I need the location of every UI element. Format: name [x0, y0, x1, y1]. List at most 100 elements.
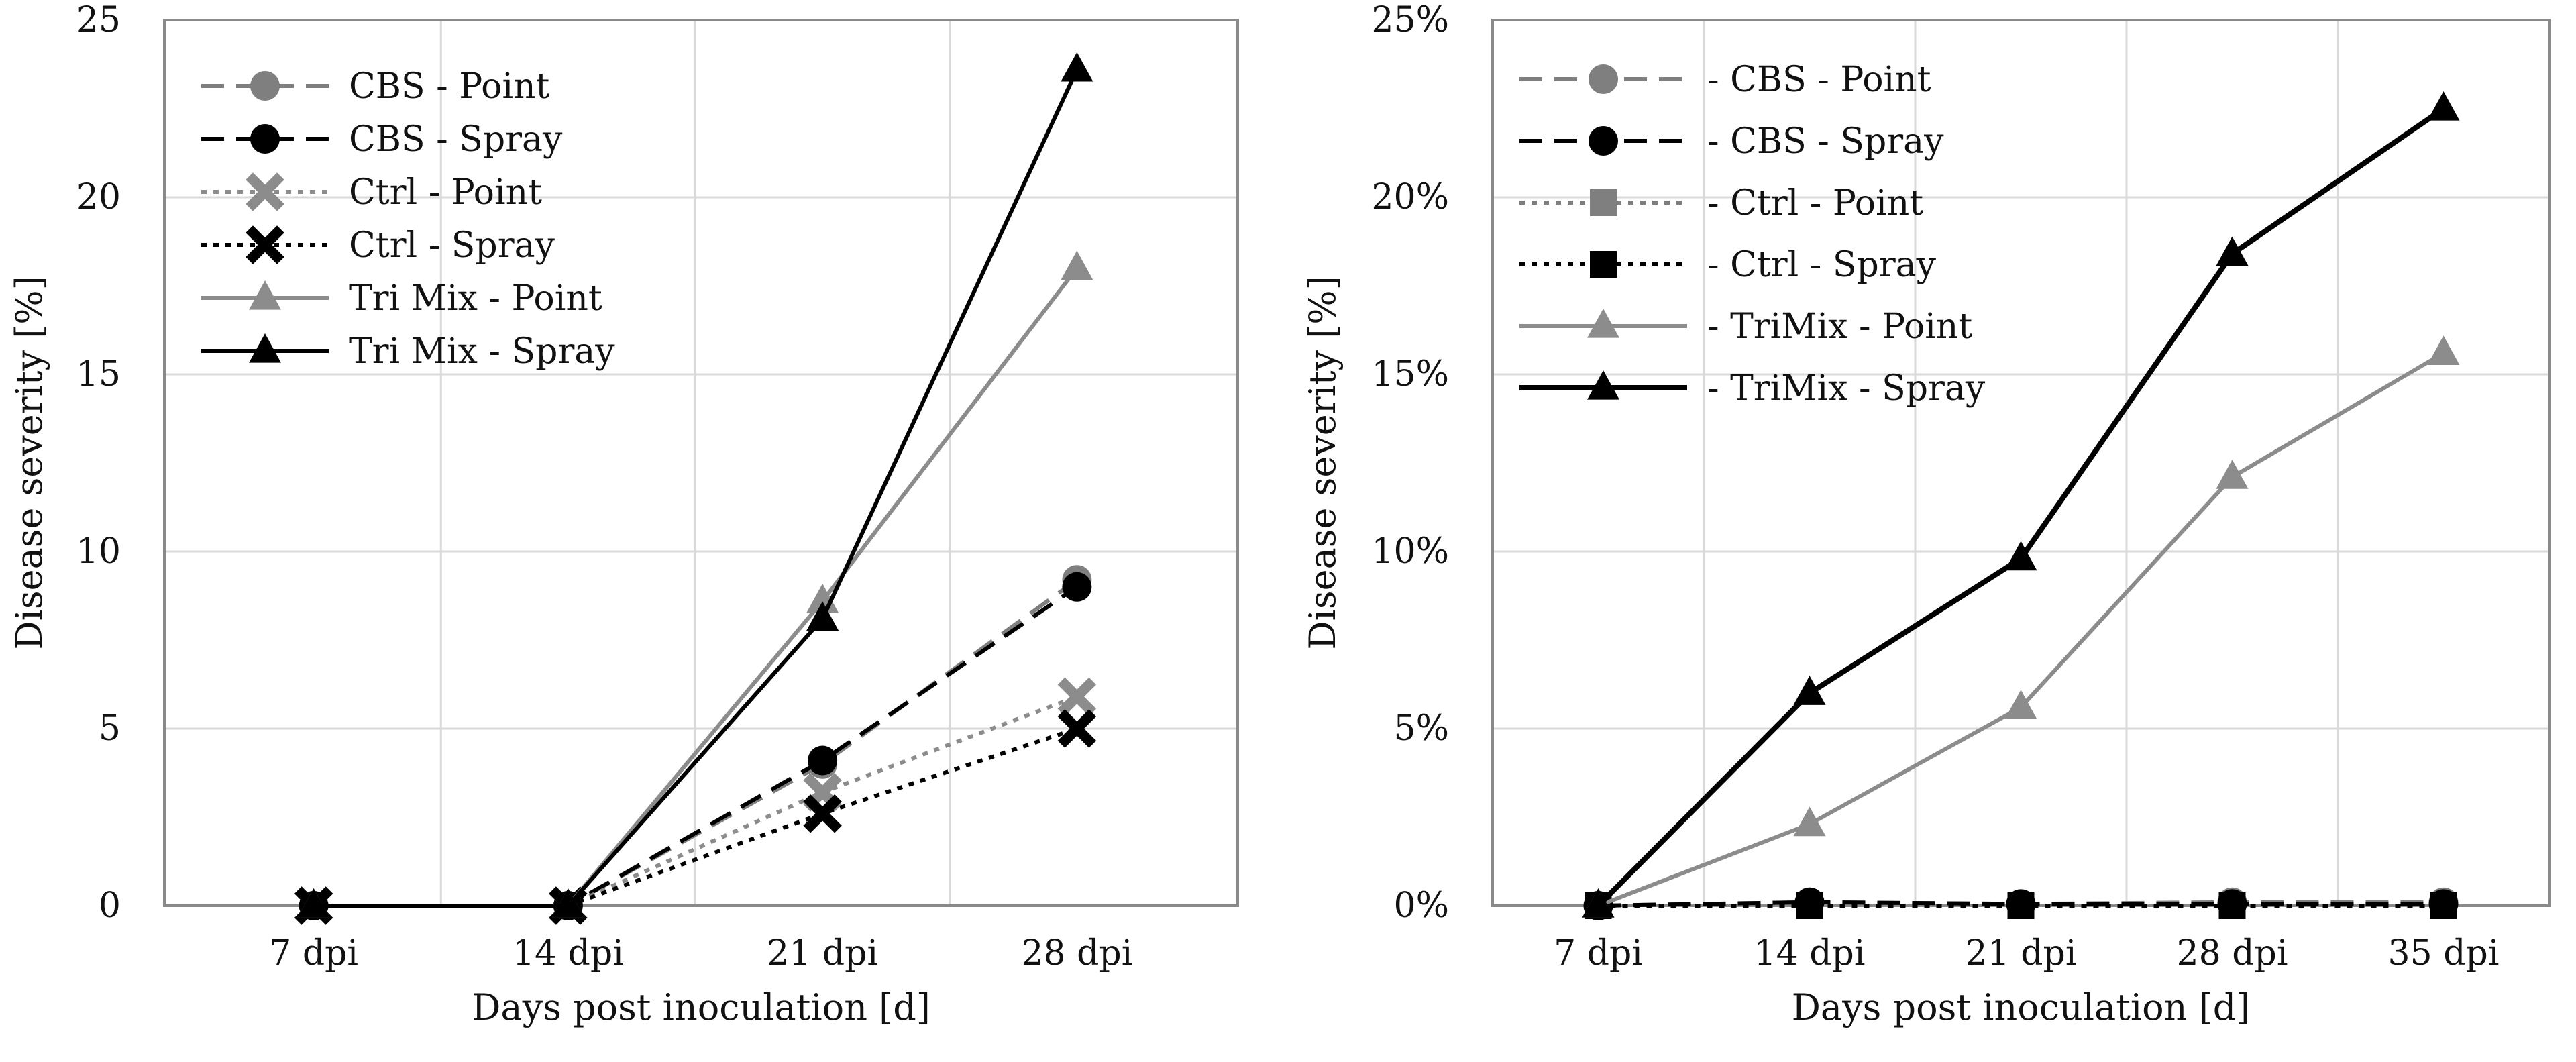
data-point-core [1071, 690, 1083, 703]
y-tick-label: 10 [76, 531, 121, 572]
legend-name: TriMix - Spray [1730, 368, 1986, 409]
legend-prefix: - [1707, 368, 1730, 409]
series-tri-mix-spray [297, 52, 1093, 918]
y-tick-label: 15% [1371, 354, 1449, 394]
legend-marker [250, 71, 280, 101]
legend-label: Ctrl - Point [349, 172, 542, 213]
legend-marker-core [259, 186, 271, 198]
data-point [297, 888, 330, 918]
legend-prefix: - [1707, 121, 1730, 162]
legend-label: - CBS - Point [1707, 60, 1931, 100]
data-point-core [816, 786, 828, 798]
legend-marker [1589, 126, 1618, 156]
x-axis-title: Days post inoculation [d] [472, 986, 930, 1028]
x-tick-label: 7 dpi [1554, 933, 1643, 973]
y-tick-label: 20% [1371, 177, 1449, 217]
legend-marker [250, 124, 280, 154]
legend-marker [1590, 189, 1617, 216]
chart-2: 0% 5% 10% 15% 20% 25% 7 dpi 14 dpi 21 dpi 28 dpi 3… [1301, 0, 2551, 1028]
legend-name: Tri Mix - Spray [349, 331, 615, 372]
legend-label: Tri Mix - Spray [349, 331, 615, 372]
legend-marker [249, 280, 281, 310]
y-tick-label: 5% [1394, 708, 1450, 749]
legend-label: - TriMix - Spray [1707, 368, 1986, 409]
series-line [313, 68, 1079, 908]
legend-marker [249, 333, 281, 363]
y-tick-label: 0 [99, 886, 121, 926]
legend-prefix: - [1707, 60, 1730, 100]
data-point [1062, 572, 1092, 602]
y-axis-title: Disease severity [%] [1301, 276, 1344, 649]
data-point [806, 601, 839, 631]
legend-label: - TriMix - Point [1707, 307, 1972, 347]
legend-prefix: - [1707, 245, 1730, 285]
legend-name: Tri Mix - Point [349, 278, 602, 319]
legend-marker-core [259, 239, 271, 251]
data-point [2430, 892, 2457, 919]
legend-name: CBS - Spray [349, 119, 563, 160]
x-tick-label: 28 dpi [2177, 933, 2288, 973]
x-tick-label: 21 dpi [1966, 933, 2077, 973]
y-tick-label: 0% [1394, 886, 1450, 926]
legend-prefix: - [1707, 183, 1730, 223]
x-tick-label: 7 dpi [269, 933, 358, 973]
data-point [808, 745, 838, 776]
y-tick-label: 20 [76, 177, 121, 217]
legend-label: Ctrl - Spray [349, 225, 555, 266]
legend-name: TriMix - Point [1730, 307, 1972, 347]
legend-marker [1590, 251, 1617, 278]
legend: CBS - Point CBS - Spray Ctrl - Point Ctrl -… [201, 66, 615, 372]
x-tick-label: 14 dpi [513, 933, 624, 973]
legend-prefix: - [1707, 307, 1730, 347]
data-point [1061, 250, 1093, 280]
plot-area [164, 20, 1238, 906]
legend-name: CBS - Point [349, 66, 550, 107]
legend-marker [1587, 308, 1619, 338]
y-tick-label: 5 [99, 708, 121, 749]
data-point [1793, 676, 1826, 705]
y-tick-label: 25 [76, 0, 121, 40]
x-tick-label: 14 dpi [1754, 933, 1866, 973]
legend-label: - CBS - Spray [1707, 121, 1944, 162]
data-point-core [1071, 723, 1083, 735]
y-tick-label: 15 [76, 354, 121, 394]
data-point-core [816, 807, 828, 820]
y-tick-label: 25% [1371, 0, 1449, 40]
data-point [1796, 892, 1823, 919]
legend-marker [1589, 64, 1618, 94]
data-point [2427, 91, 2460, 121]
series-line [313, 727, 1078, 908]
data-point [2427, 335, 2460, 365]
legend-marker [1587, 370, 1619, 400]
legend-name: Ctrl - Spray [349, 225, 555, 266]
data-point [2216, 236, 2249, 266]
legend-label: - Ctrl - Spray [1707, 245, 1937, 285]
legend-name: Ctrl - Spray [1730, 245, 1937, 285]
y-axis-title: Disease severity [%] [8, 276, 50, 649]
data-point [2216, 460, 2249, 489]
chart-1: 0 5 10 15 20 25 7 dpi 14 dpi 21 dpi 28 dpi Days po… [8, 0, 1239, 1028]
legend-label: Tri Mix - Point [349, 278, 602, 319]
legend-label: CBS - Point [349, 66, 550, 107]
data-point [2218, 892, 2246, 919]
legend-label: CBS - Spray [349, 119, 563, 160]
data-point [1793, 806, 1826, 837]
data-point [1582, 888, 1615, 918]
legend: - CBS - Point- CBS - Spray- Ctrl - Point… [1519, 60, 1986, 409]
data-point [2004, 541, 2037, 571]
data-point [1061, 52, 1093, 82]
x-tick-label: 21 dpi [767, 933, 878, 973]
series-trimix-spray [1582, 91, 2460, 918]
legend-label: - Ctrl - Point [1707, 183, 1923, 223]
x-tick-label: 35 dpi [2388, 933, 2500, 973]
data-point [551, 888, 584, 918]
legend-name: CBS - Point [1730, 60, 1931, 100]
data-point [2007, 892, 2035, 919]
data-point [2004, 690, 2037, 719]
plot-area [1493, 20, 2549, 906]
x-tick-label: 28 dpi [1021, 933, 1132, 973]
legend-name: CBS - Spray [1730, 121, 1944, 162]
series-line [313, 694, 1078, 908]
